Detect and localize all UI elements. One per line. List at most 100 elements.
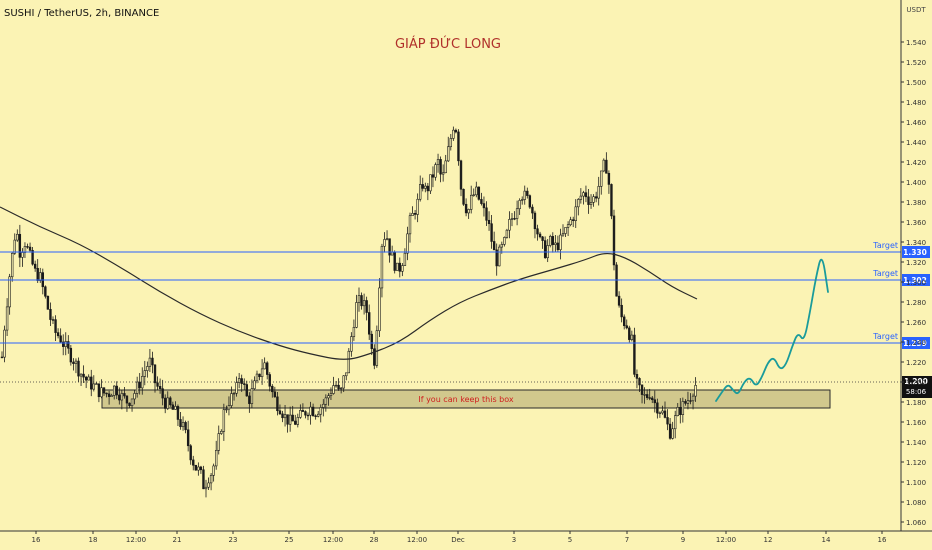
candle-body	[204, 486, 208, 490]
candle-body	[357, 295, 361, 303]
last-price-tag	[902, 376, 932, 398]
candle-body	[643, 394, 646, 396]
candle-body	[487, 219, 491, 225]
candle-body	[39, 272, 42, 281]
candle-body	[656, 402, 659, 414]
time-tick-label: 23	[229, 536, 238, 544]
candle-body	[571, 219, 575, 221]
candle-body	[337, 384, 340, 390]
candle-body	[592, 196, 595, 203]
candle-body	[635, 374, 639, 379]
time-tick-label: 12:00	[716, 536, 736, 544]
candle-body	[235, 382, 238, 394]
candle-body	[431, 174, 435, 178]
candle-body	[566, 224, 570, 228]
candle-body	[143, 370, 146, 377]
candle-body	[681, 401, 685, 415]
candle-body	[54, 319, 57, 333]
candle-body	[156, 382, 159, 387]
time-tick-label: 16	[878, 536, 887, 544]
price-axis[interactable]: 1.540 1.520 1.500 1.480 1.460 1.440 1.420 1.400…	[901, 39, 926, 527]
candle-body	[444, 160, 447, 174]
candle-body	[44, 286, 47, 297]
candle-body	[413, 213, 417, 215]
candle-body	[281, 413, 284, 419]
candle-body	[406, 233, 409, 254]
candle-body	[447, 146, 450, 162]
candle-body	[135, 381, 139, 394]
candle-body	[49, 308, 52, 320]
candle-body	[551, 236, 555, 245]
candle-body	[370, 333, 373, 350]
candle-body	[153, 364, 157, 384]
candle-body	[475, 186, 478, 196]
candle-body	[128, 402, 131, 406]
candle-body	[663, 410, 667, 418]
support-box-label: If you can keep this box	[418, 395, 514, 404]
time-tick-label: 12:00	[126, 536, 146, 544]
candle-body	[107, 393, 111, 397]
candle-body	[301, 410, 305, 412]
candle-body	[294, 420, 297, 425]
price-tick-label: 1.300	[906, 279, 926, 287]
candle-body	[311, 406, 315, 417]
candle-body	[380, 245, 384, 289]
target-price-tag	[902, 337, 930, 349]
candle-body	[684, 401, 687, 404]
candle-body	[355, 302, 358, 328]
candle-body	[620, 304, 623, 318]
candle-body	[625, 325, 628, 329]
candle-body	[31, 250, 34, 265]
candle-body	[176, 406, 180, 420]
candle-body	[13, 239, 16, 254]
candle-body	[8, 276, 11, 308]
candle-body	[630, 334, 634, 340]
target-price-value: 1.330	[903, 248, 927, 257]
candle-body	[90, 376, 93, 390]
price-tick-label: 1.400	[906, 179, 926, 187]
projection-path	[715, 258, 829, 402]
candle-body	[462, 188, 465, 205]
candle-body	[452, 129, 455, 139]
candle-body	[118, 394, 121, 401]
candle-body	[661, 410, 664, 414]
candle-body	[77, 360, 80, 377]
price-tick-label: 1.100	[906, 479, 926, 487]
time-axis[interactable]: 16 18 12:00 21 23 25 12:00 28 12:00 Dec 3 5 7 9 12:00 1…	[32, 531, 887, 544]
candle-body	[46, 295, 50, 310]
candle-body	[138, 381, 141, 389]
candle-body	[130, 398, 134, 406]
candle-body	[449, 138, 452, 148]
candle-body	[612, 215, 616, 266]
price-tick-label: 1.080	[906, 499, 926, 507]
candle-body	[148, 357, 152, 367]
candle-body	[102, 387, 106, 394]
currency-label: USDT	[906, 6, 926, 14]
candle-body	[686, 400, 690, 404]
candle-body	[467, 209, 470, 214]
candle-body	[401, 265, 404, 272]
candle-body	[146, 366, 149, 371]
time-tick-label: 7	[625, 536, 629, 544]
candle-body	[271, 385, 274, 393]
candle-body	[334, 384, 338, 387]
candle-body	[230, 393, 233, 406]
candle-body	[490, 223, 493, 242]
candle-body	[64, 341, 67, 347]
candle-body	[197, 466, 200, 471]
candle-body	[87, 376, 90, 381]
candle-body	[426, 185, 430, 192]
time-tick-label: 25	[285, 536, 294, 544]
candle-body	[645, 394, 649, 398]
candle-body	[676, 407, 679, 416]
candle-body	[276, 396, 279, 412]
candle-body	[360, 295, 363, 307]
candle-body	[556, 242, 560, 251]
candle-body	[651, 397, 654, 401]
candle-body	[480, 199, 483, 204]
candle-body	[398, 262, 401, 272]
candle-body	[492, 241, 496, 251]
candle-body	[69, 347, 73, 363]
candle-body	[673, 415, 677, 430]
